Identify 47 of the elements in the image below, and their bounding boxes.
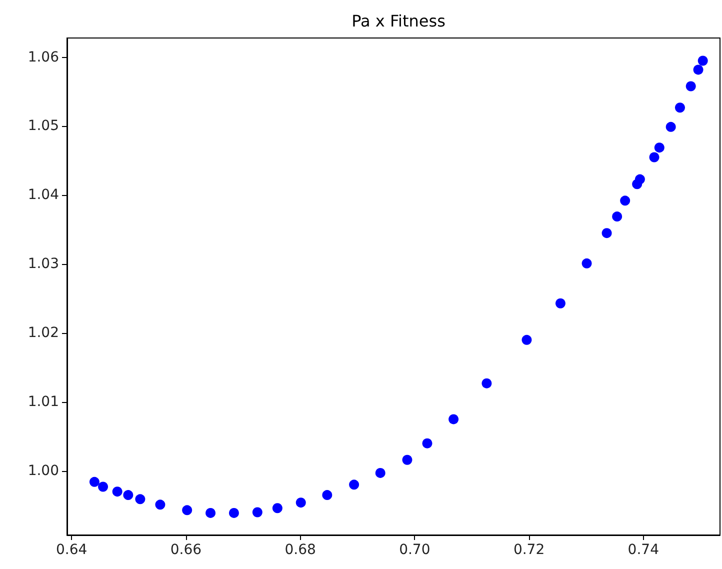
x-tick-label: 0.70 <box>399 542 430 558</box>
point <box>98 482 108 492</box>
chart-title: Pa x Fitness <box>352 12 446 30</box>
y-tick-label: 1.01 <box>28 394 59 410</box>
point <box>698 56 708 66</box>
point <box>322 490 332 500</box>
y-tick-label: 1.02 <box>28 325 59 342</box>
point <box>666 122 676 132</box>
y-tick-label: 1.04 <box>28 187 60 204</box>
point <box>602 228 612 238</box>
point <box>89 476 100 487</box>
point <box>182 505 192 516</box>
point <box>135 494 146 504</box>
point <box>402 454 412 465</box>
point <box>123 490 134 500</box>
point <box>522 334 532 345</box>
point <box>228 508 239 518</box>
point <box>252 507 262 518</box>
point <box>649 152 660 162</box>
point <box>612 212 622 222</box>
point <box>422 438 432 448</box>
y-tick-label: 1.06 <box>28 49 60 66</box>
point <box>206 508 216 518</box>
point <box>582 258 592 268</box>
x-tick-label: 0.66 <box>170 542 202 558</box>
x-tick-label: 0.74 <box>628 542 660 558</box>
point <box>349 480 360 490</box>
point <box>634 174 645 184</box>
point <box>674 102 685 113</box>
x-tick-label: 0.68 <box>284 542 316 558</box>
point <box>155 500 166 510</box>
point <box>112 486 122 497</box>
y-tick-label: 1.03 <box>28 256 59 272</box>
point <box>555 298 566 308</box>
x-tick-label: 0.64 <box>56 542 88 558</box>
y-tick-label: 1.05 <box>28 118 59 134</box>
point <box>296 498 306 508</box>
x-tick-label: 0.72 <box>513 542 545 558</box>
y-tick-label: 1.00 <box>28 462 59 479</box>
point <box>620 196 630 206</box>
point <box>654 142 664 153</box>
point <box>482 378 492 388</box>
point <box>686 81 696 92</box>
point <box>272 503 282 514</box>
point <box>448 414 459 424</box>
point <box>693 64 704 75</box>
point <box>375 468 386 478</box>
